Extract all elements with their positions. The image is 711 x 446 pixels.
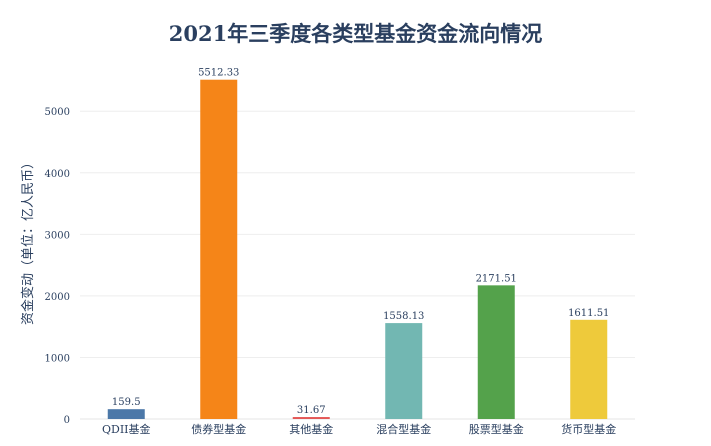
y-axis-title: 资金变动（单位：亿人民币） (20, 156, 36, 325)
data-label: 1558.13 (383, 311, 424, 322)
gridlines (80, 110, 635, 420)
data-label: 159.5 (112, 397, 141, 408)
bar-4 (385, 323, 423, 419)
y-tick-label: 1000 (45, 353, 70, 364)
bar-5 (477, 285, 515, 419)
y-tick-label: 3000 (45, 230, 70, 241)
y-tick-label: 5000 (45, 107, 70, 118)
x-tick-label: 股票型基金 (469, 422, 524, 436)
data-label: 2171.51 (476, 273, 517, 284)
x-tick-label: 债券型基金 (191, 422, 246, 436)
x-tick-label: 其他基金 (289, 422, 333, 436)
chart-title: 2021年三季度各类型基金资金流向情况 (168, 21, 543, 46)
bar-2 (200, 79, 238, 420)
bar-1 (107, 409, 145, 419)
data-label: 31.67 (297, 405, 326, 416)
y-tick-label: 4000 (45, 169, 70, 180)
data-labels: 159.5 5512.33 31.67 1558.13 2171.51 1611.51 (112, 68, 610, 416)
bar-3 (292, 417, 330, 419)
data-label: 1611.51 (568, 308, 609, 319)
x-tick-label: 混合型基金 (376, 422, 431, 436)
y-tick-label: 0 (64, 415, 70, 426)
x-axis-ticks: QDII基金 债券型基金 其他基金 混合型基金 股票型基金 货币型基金 (102, 422, 616, 436)
bar-6 (570, 319, 608, 419)
y-axis-ticks: 0 1000 2000 3000 4000 5000 (45, 107, 70, 426)
x-tick-label: QDII基金 (102, 422, 151, 436)
data-label: 5512.33 (198, 68, 239, 79)
bars (107, 79, 608, 420)
y-tick-label: 2000 (45, 292, 70, 303)
x-tick-label: 货币型基金 (561, 422, 616, 436)
